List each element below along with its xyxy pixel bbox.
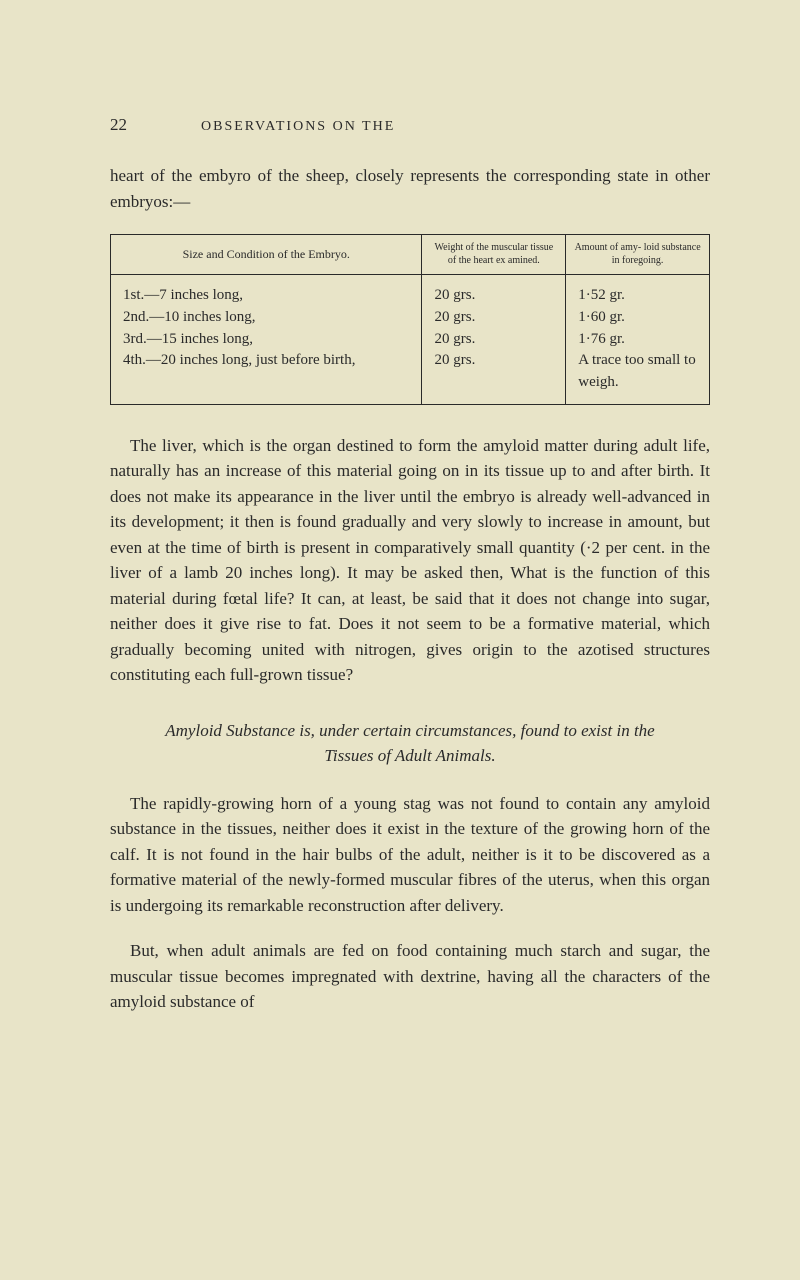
section-heading: Amyloid Substance is, under certain circ… xyxy=(150,718,670,769)
data-table: Size and Condition of the Embryo. Weight… xyxy=(110,234,710,405)
cell-line: 1st.—7 inches long, xyxy=(123,285,409,307)
table-header-size: Size and Condition of the Embryo. xyxy=(111,235,422,275)
cell-line: 20 grs. xyxy=(434,285,553,307)
cell-line: 2nd.—10 inches long, xyxy=(123,307,409,329)
cell-line: 1·60 gr. xyxy=(578,307,697,329)
cell-line: 20 grs. xyxy=(434,329,553,351)
cell-line: 20 grs. xyxy=(434,350,553,372)
table-header-amount: Amount of amy- loid substance in foregoi… xyxy=(566,235,710,275)
page-header: 22 OBSERVATIONS ON THE xyxy=(110,115,710,135)
embryo-table: Size and Condition of the Embryo. Weight… xyxy=(110,234,710,405)
page-number: 22 xyxy=(110,115,127,135)
table-header-row: Size and Condition of the Embryo. Weight… xyxy=(111,235,710,275)
cell-line: 4th.—20 inches long, just before birth, xyxy=(123,350,409,372)
cell-line: 1·52 gr. xyxy=(578,285,697,307)
horn-paragraph: The rapidly-growing horn of a young stag… xyxy=(110,791,710,919)
table-header-weight: Weight of the muscular tissue of the hea… xyxy=(422,235,566,275)
table-cell: 1·52 gr. 1·60 gr. 1·76 gr. A trace too s… xyxy=(566,275,710,405)
table-cell: 20 grs. 20 grs. 20 grs. 20 grs. xyxy=(422,275,566,405)
running-title: OBSERVATIONS ON THE xyxy=(201,119,395,135)
intro-paragraph: heart of the embyro of the sheep, closel… xyxy=(110,163,710,214)
table-row: 1st.—7 inches long, 2nd.—10 inches long,… xyxy=(111,275,710,405)
page-content: 22 OBSERVATIONS ON THE heart of the emby… xyxy=(0,0,800,1095)
liver-paragraph: The liver, which is the organ destined t… xyxy=(110,433,710,688)
cell-line: 3rd.—15 inches long, xyxy=(123,329,409,351)
table-cell: 1st.—7 inches long, 2nd.—10 inches long,… xyxy=(111,275,422,405)
cell-line: 20 grs. xyxy=(434,307,553,329)
cell-line: A trace too small to weigh. xyxy=(578,350,697,394)
adult-paragraph: But, when adult animals are fed on food … xyxy=(110,938,710,1015)
cell-line: 1·76 gr. xyxy=(578,329,697,351)
